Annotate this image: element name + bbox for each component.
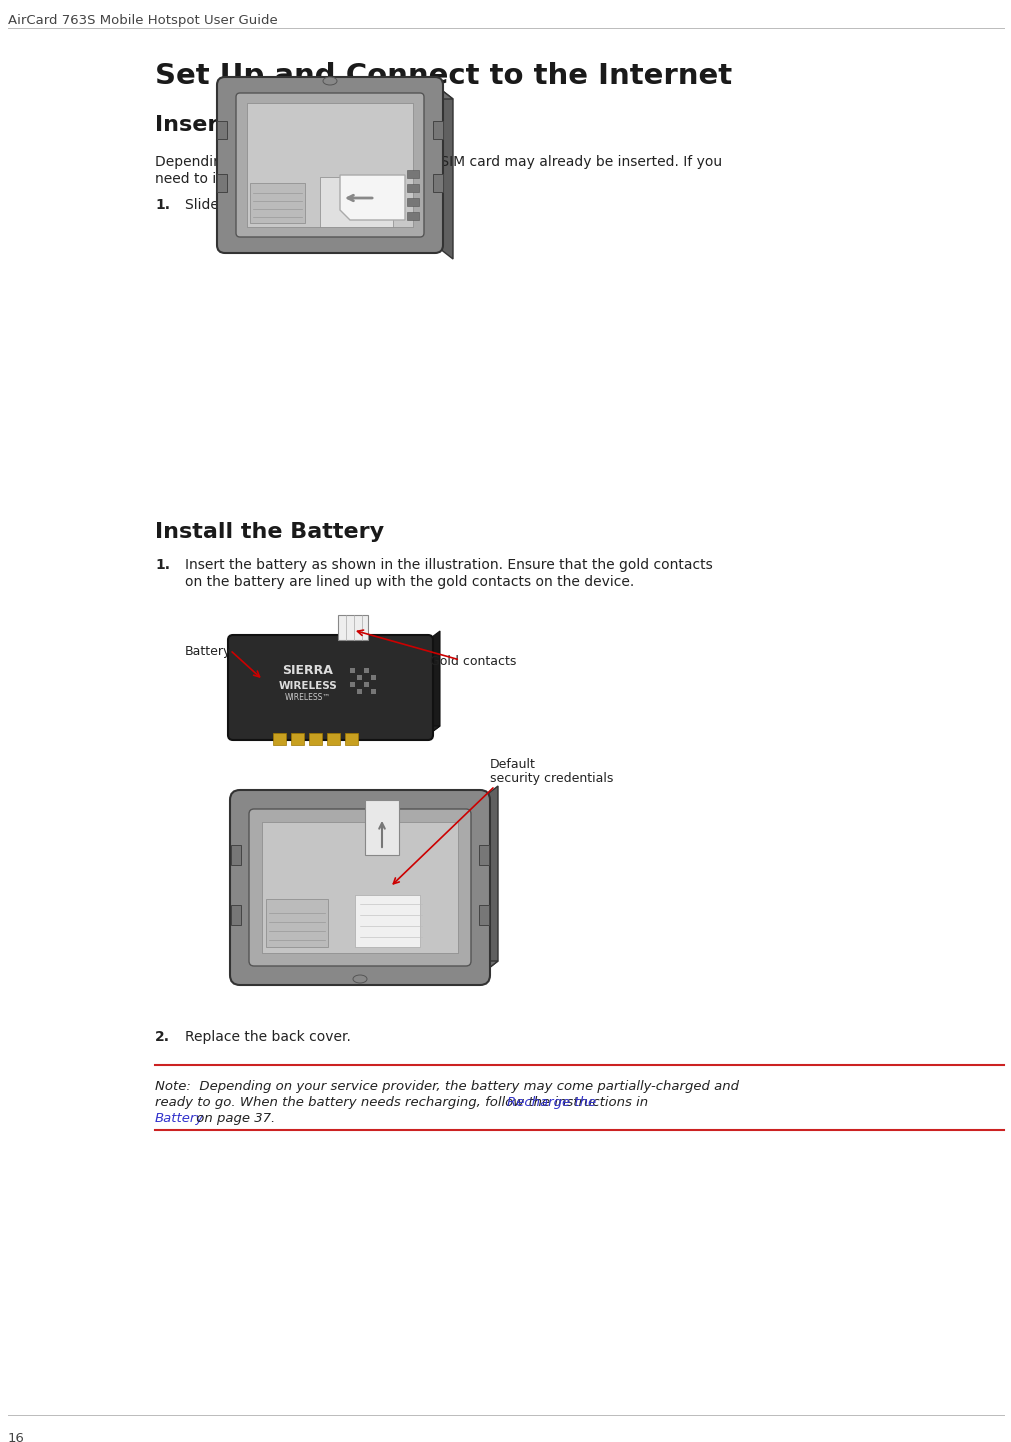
Text: ready to go. When the battery needs recharging, follow the instructions in: ready to go. When the battery needs rech… — [155, 1096, 652, 1109]
Text: Battery: Battery — [185, 645, 232, 658]
Text: 1.: 1. — [155, 558, 170, 572]
Bar — [371, 682, 376, 686]
Bar — [357, 675, 362, 681]
Bar — [364, 689, 369, 694]
Bar — [406, 170, 419, 177]
Text: Insert the battery as shown in the illustration. Ensure that the gold contacts: Insert the battery as shown in the illus… — [185, 558, 712, 572]
Bar — [327, 733, 340, 746]
Bar — [262, 822, 458, 953]
Bar — [365, 800, 398, 855]
Bar — [364, 682, 369, 686]
Polygon shape — [233, 725, 440, 735]
Text: 2.: 2. — [155, 1030, 170, 1044]
Bar — [406, 212, 419, 221]
Bar — [338, 614, 368, 640]
Bar — [357, 682, 362, 686]
Text: Default: Default — [489, 758, 536, 771]
Bar — [350, 675, 355, 681]
Polygon shape — [340, 174, 404, 221]
Bar — [371, 682, 376, 686]
Text: security credentials: security credentials — [489, 771, 613, 784]
Text: Gold contacts: Gold contacts — [430, 655, 516, 668]
Bar — [357, 682, 362, 686]
Polygon shape — [224, 85, 453, 99]
Text: on page 37.: on page 37. — [192, 1112, 275, 1125]
FancyBboxPatch shape — [249, 809, 470, 966]
Polygon shape — [479, 786, 497, 975]
Text: on the battery are lined up with the gold contacts on the device.: on the battery are lined up with the gol… — [185, 575, 634, 588]
Bar — [247, 102, 412, 226]
Bar — [364, 675, 369, 681]
Polygon shape — [240, 960, 497, 975]
Bar — [371, 668, 376, 673]
Bar — [350, 689, 355, 694]
FancyBboxPatch shape — [236, 92, 424, 236]
Bar — [357, 689, 362, 694]
FancyBboxPatch shape — [216, 76, 443, 252]
Bar — [345, 733, 358, 746]
FancyBboxPatch shape — [227, 634, 433, 740]
Bar — [478, 906, 488, 924]
Text: Note:  Depending on your service provider, the battery may come partially-charge: Note: Depending on your service provider… — [155, 1080, 738, 1093]
Bar — [433, 174, 443, 192]
Bar — [357, 668, 362, 673]
Bar — [350, 682, 355, 686]
Bar — [231, 906, 241, 924]
Text: Recharge the: Recharge the — [507, 1096, 596, 1109]
Bar — [350, 675, 355, 681]
Bar — [371, 689, 376, 694]
Bar — [357, 668, 362, 673]
Bar — [371, 668, 376, 673]
Bar — [308, 733, 321, 746]
Text: Insert the SIM Card: Insert the SIM Card — [155, 115, 398, 136]
Bar — [350, 689, 355, 694]
Bar — [364, 689, 369, 694]
Bar — [266, 898, 328, 947]
Bar — [250, 183, 304, 224]
Polygon shape — [428, 632, 440, 735]
Bar — [216, 174, 226, 192]
Polygon shape — [435, 85, 453, 260]
Text: WIRELESS: WIRELESS — [278, 681, 337, 691]
Text: 1.: 1. — [155, 198, 170, 212]
Bar — [364, 675, 369, 681]
Bar — [406, 185, 419, 192]
Text: need to insert it:: need to insert it: — [155, 172, 270, 186]
Bar — [371, 675, 376, 681]
Ellipse shape — [353, 975, 367, 983]
Bar — [273, 733, 286, 746]
Bar — [319, 177, 392, 226]
Text: AirCard 763S Mobile Hotspot User Guide: AirCard 763S Mobile Hotspot User Guide — [8, 14, 277, 27]
Text: Set Up and Connect to the Internet: Set Up and Connect to the Internet — [155, 62, 731, 89]
Bar — [291, 733, 303, 746]
Bar — [406, 198, 419, 206]
Text: Replace the back cover.: Replace the back cover. — [185, 1030, 351, 1044]
Text: WIRELESS™: WIRELESS™ — [285, 694, 331, 702]
Text: Install the Battery: Install the Battery — [155, 522, 384, 542]
Bar — [231, 845, 241, 865]
Text: Depending on your service provider, the SIM card may already be inserted. If you: Depending on your service provider, the … — [155, 154, 722, 169]
Text: Slide the SIM card under the cover.: Slide the SIM card under the cover. — [185, 198, 428, 212]
Ellipse shape — [323, 76, 337, 85]
Text: Battery: Battery — [155, 1112, 204, 1125]
FancyBboxPatch shape — [229, 790, 489, 985]
Bar — [364, 668, 369, 673]
Bar — [355, 895, 420, 947]
Text: SIERRA: SIERRA — [282, 663, 333, 676]
Bar — [433, 121, 443, 138]
Bar — [478, 845, 488, 865]
Bar — [350, 668, 355, 673]
Text: 16: 16 — [8, 1432, 25, 1442]
Bar — [216, 121, 226, 138]
